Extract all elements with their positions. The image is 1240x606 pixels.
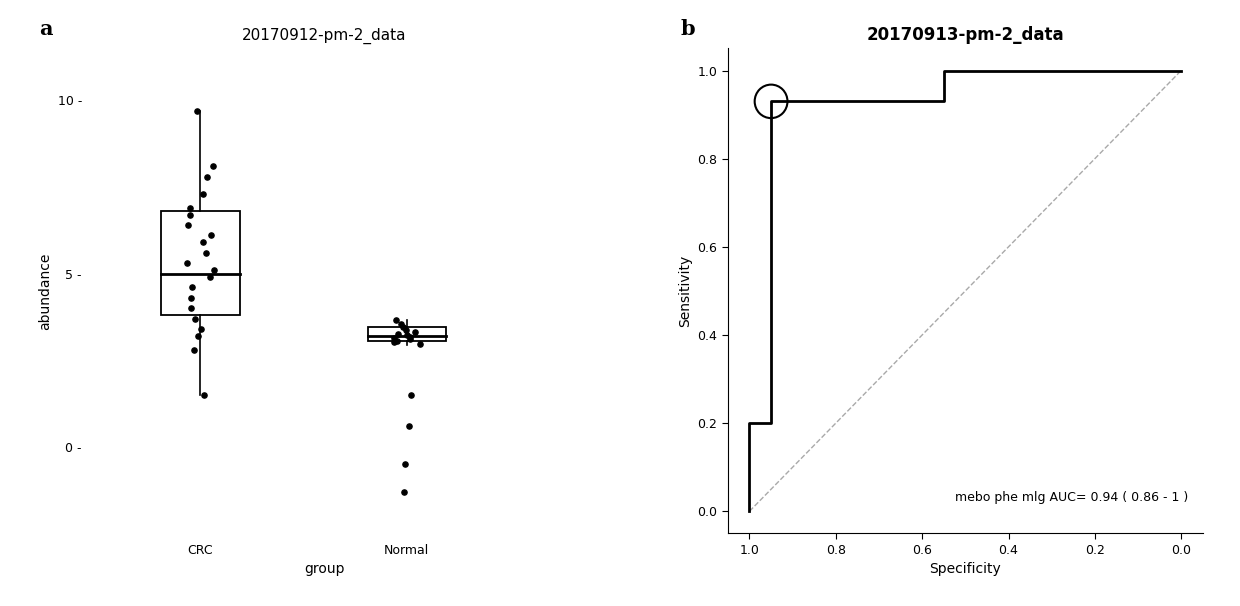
Point bbox=[399, 421, 419, 431]
Point bbox=[396, 325, 415, 335]
Point bbox=[185, 314, 205, 324]
Point bbox=[193, 238, 213, 247]
Point bbox=[384, 333, 404, 343]
Point bbox=[203, 161, 223, 171]
Bar bbox=[367, 327, 446, 341]
Point bbox=[188, 331, 208, 341]
Point bbox=[185, 345, 205, 355]
Point bbox=[387, 316, 407, 325]
Point bbox=[399, 331, 419, 341]
Point bbox=[187, 106, 207, 116]
Title: 20170913-pm-2_data: 20170913-pm-2_data bbox=[867, 26, 1064, 44]
Text: a: a bbox=[40, 19, 53, 39]
Point bbox=[401, 335, 420, 344]
Point bbox=[181, 293, 201, 302]
X-axis label: Specificity: Specificity bbox=[930, 562, 1001, 576]
Text: mebo phe mlg AUC= 0.94 ( 0.86 - 1 ): mebo phe mlg AUC= 0.94 ( 0.86 - 1 ) bbox=[955, 491, 1189, 504]
Point bbox=[177, 220, 197, 230]
Text: b: b bbox=[681, 19, 696, 39]
Point bbox=[387, 336, 407, 345]
Point bbox=[410, 339, 430, 348]
Point bbox=[397, 330, 417, 340]
Point bbox=[196, 248, 216, 258]
Point bbox=[384, 338, 404, 347]
Point bbox=[401, 390, 420, 399]
Y-axis label: Sensitivity: Sensitivity bbox=[678, 255, 692, 327]
Point bbox=[391, 319, 410, 328]
X-axis label: group: group bbox=[304, 562, 345, 576]
Bar bbox=[161, 211, 239, 315]
Point bbox=[181, 210, 201, 219]
Point bbox=[182, 282, 202, 292]
Point bbox=[176, 258, 196, 268]
Point bbox=[201, 231, 221, 241]
Point bbox=[393, 322, 413, 332]
Point bbox=[388, 329, 408, 339]
Point bbox=[205, 265, 224, 275]
Point bbox=[191, 324, 211, 334]
Point bbox=[181, 203, 201, 213]
Point bbox=[393, 487, 413, 496]
Point bbox=[197, 171, 217, 181]
Point bbox=[193, 390, 213, 399]
Point bbox=[181, 304, 201, 313]
Point bbox=[396, 459, 415, 469]
Y-axis label: abundance: abundance bbox=[38, 252, 52, 330]
Point bbox=[200, 272, 219, 282]
Point bbox=[405, 327, 425, 336]
Point bbox=[193, 189, 213, 199]
Title: 20170912-pm-2_data: 20170912-pm-2_data bbox=[242, 28, 407, 44]
